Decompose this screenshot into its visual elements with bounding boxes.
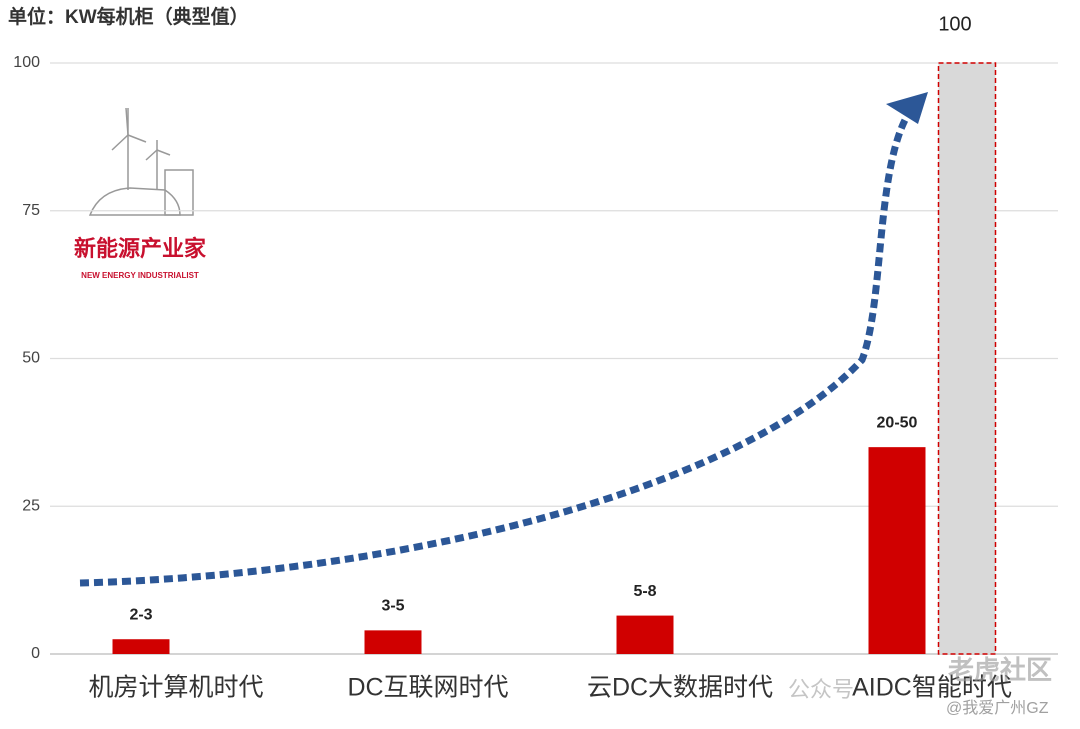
y-tick-label: 100 bbox=[13, 54, 40, 71]
chart-title: 单位：KW每机柜（典型值） bbox=[8, 5, 249, 28]
logo-subtext: NEW ENERGY INDUSTRIALIST bbox=[81, 271, 199, 280]
value-label: 2-3 bbox=[129, 606, 152, 623]
value-label: 100 bbox=[938, 13, 971, 35]
value-label: 3-5 bbox=[381, 598, 404, 615]
bar bbox=[616, 615, 674, 654]
value-label: 20-50 bbox=[877, 414, 918, 431]
x-tick-label: DC互联网时代 bbox=[347, 674, 508, 702]
logo bbox=[88, 107, 194, 216]
x-tick-label: 云DC大数据时代 bbox=[587, 674, 773, 702]
bar bbox=[937, 62, 997, 655]
x-tick-label: AIDC智能时代 bbox=[852, 674, 1012, 702]
y-tick-label: 25 bbox=[22, 497, 40, 514]
value-label: 5-8 bbox=[633, 583, 656, 600]
bar bbox=[868, 447, 926, 654]
y-tick-label: 50 bbox=[22, 350, 40, 367]
bar bbox=[112, 639, 170, 654]
y-tick-label: 0 bbox=[31, 645, 40, 662]
logo-text: 新能源产业家 bbox=[74, 236, 207, 261]
y-tick-label: 75 bbox=[22, 202, 40, 219]
bar bbox=[364, 630, 422, 654]
trend-arrow bbox=[79, 92, 928, 587]
x-tick-label: 机房计算机时代 bbox=[88, 674, 263, 702]
